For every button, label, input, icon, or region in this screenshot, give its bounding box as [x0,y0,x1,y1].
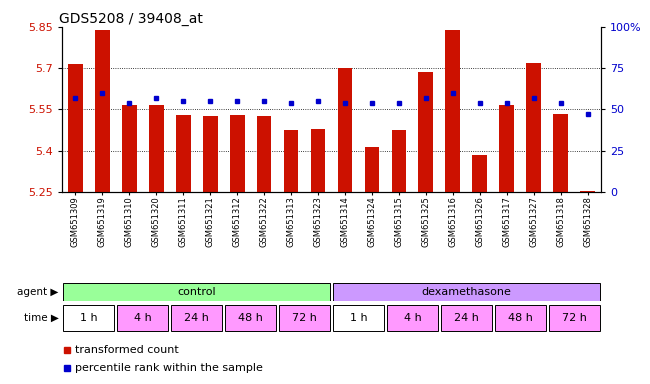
Bar [283,130,298,192]
Bar [499,105,514,192]
Bar [526,63,541,192]
Bar [365,147,380,192]
Bar [549,305,600,331]
Bar [257,116,272,192]
Text: control: control [177,287,216,297]
Text: GDS5208 / 39408_at: GDS5208 / 39408_at [59,12,203,26]
Text: 72 h: 72 h [292,313,317,323]
Bar [473,155,488,192]
Text: percentile rank within the sample: percentile rank within the sample [75,363,263,373]
Bar [445,30,460,192]
Text: 48 h: 48 h [238,313,263,323]
Bar [171,305,222,331]
Text: 1 h: 1 h [80,313,98,323]
Text: 72 h: 72 h [562,313,587,323]
Bar [419,72,434,192]
Text: 4 h: 4 h [404,313,421,323]
Bar [391,130,406,192]
Bar [553,114,568,192]
Text: time ▶: time ▶ [23,313,58,323]
Bar [495,305,546,331]
Bar [122,105,136,192]
Bar [229,115,244,192]
Bar [333,283,600,301]
Text: transformed count: transformed count [75,345,179,355]
Text: 1 h: 1 h [350,313,367,323]
Bar [225,305,276,331]
Text: 24 h: 24 h [184,313,209,323]
Bar [279,305,330,331]
Bar [63,283,330,301]
Bar [311,129,326,192]
Text: dexamethasone: dexamethasone [421,287,512,297]
Bar [117,305,168,331]
Bar [63,305,114,331]
Text: 24 h: 24 h [454,313,479,323]
Bar [337,68,352,192]
Bar [68,64,83,192]
Bar [387,305,438,331]
Text: agent ▶: agent ▶ [17,287,58,297]
Bar [176,115,190,192]
Bar [333,305,384,331]
Text: 4 h: 4 h [134,313,151,323]
Text: 48 h: 48 h [508,313,533,323]
Bar [580,190,595,192]
Bar [149,105,164,192]
Bar [203,116,218,192]
Bar [441,305,492,331]
Bar [95,30,110,192]
